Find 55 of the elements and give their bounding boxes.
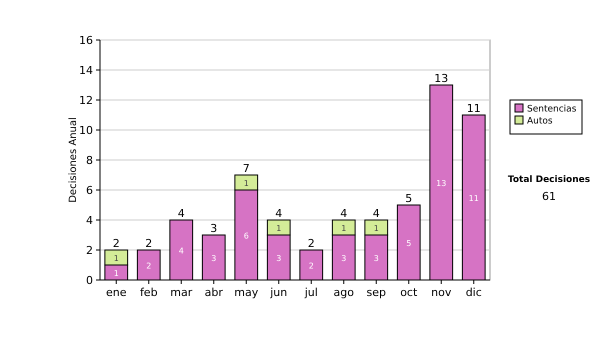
data-label: 3: [374, 254, 379, 263]
y-tick-label: 16: [79, 34, 93, 47]
total-label: 2: [308, 237, 315, 250]
x-tick-label: oct: [400, 286, 418, 299]
total-label: 4: [340, 207, 348, 220]
x-tick-label: sep: [366, 286, 386, 299]
x-tick-label: jun: [269, 286, 288, 299]
total-label: 2: [145, 237, 152, 250]
data-label: 2: [146, 262, 152, 270]
data-label: 1: [276, 224, 282, 233]
y-tick-label: 0: [86, 274, 93, 287]
total-label: 13: [434, 72, 448, 85]
y-tick-label: 10: [79, 124, 93, 137]
data-label: 1: [244, 179, 249, 188]
x-tick-label: ago: [334, 286, 354, 299]
data-label: 6: [244, 232, 249, 240]
x-tick-label: mar: [170, 286, 193, 299]
legend-label: Sentencias: [527, 104, 577, 114]
data-label: 11: [468, 194, 479, 203]
total-label: 4: [275, 207, 282, 220]
text: 61: [542, 190, 556, 203]
total-label: 11: [466, 102, 481, 115]
y-tick-label: 2: [86, 244, 93, 257]
y-tick-label: 6: [86, 184, 93, 197]
text: Total Decisiones: [508, 175, 590, 185]
total-label: 3: [210, 222, 218, 235]
x-tick-label: dic: [466, 286, 482, 299]
total-label: 5: [405, 192, 412, 205]
data-label: 3: [276, 254, 282, 263]
data-label: 3: [341, 254, 346, 263]
x-tick-label: jul: [304, 286, 318, 299]
data-label: 13: [436, 179, 446, 188]
data-label: 1: [114, 269, 119, 278]
y-tick-label: 8: [86, 154, 93, 167]
x-tick-label: nov: [431, 286, 452, 299]
data-label: 2: [308, 262, 314, 270]
total-label: 4: [178, 207, 185, 220]
x-tick-label: may: [234, 286, 259, 299]
y-axis-title: Decisiones Anual: [68, 117, 79, 203]
data-label: 5: [406, 239, 412, 248]
x-tick-label: ene: [106, 286, 127, 299]
total-label: 7: [242, 162, 250, 175]
x-tick-label: abr: [204, 286, 224, 299]
total-label: 4: [372, 207, 380, 220]
data-label: 4: [178, 246, 184, 256]
y-tick-label: 14: [79, 64, 93, 77]
y-tick-label: 12: [79, 94, 93, 107]
data-label: 1: [341, 224, 346, 233]
total-label: 2: [112, 237, 120, 250]
data-label: 3: [211, 254, 216, 263]
x-tick-label: feb: [140, 286, 158, 299]
legend-label: Autos: [527, 116, 553, 126]
y-tick-label: 4: [86, 214, 93, 227]
data-label: 1: [114, 254, 119, 263]
data-label: 1: [374, 224, 379, 233]
